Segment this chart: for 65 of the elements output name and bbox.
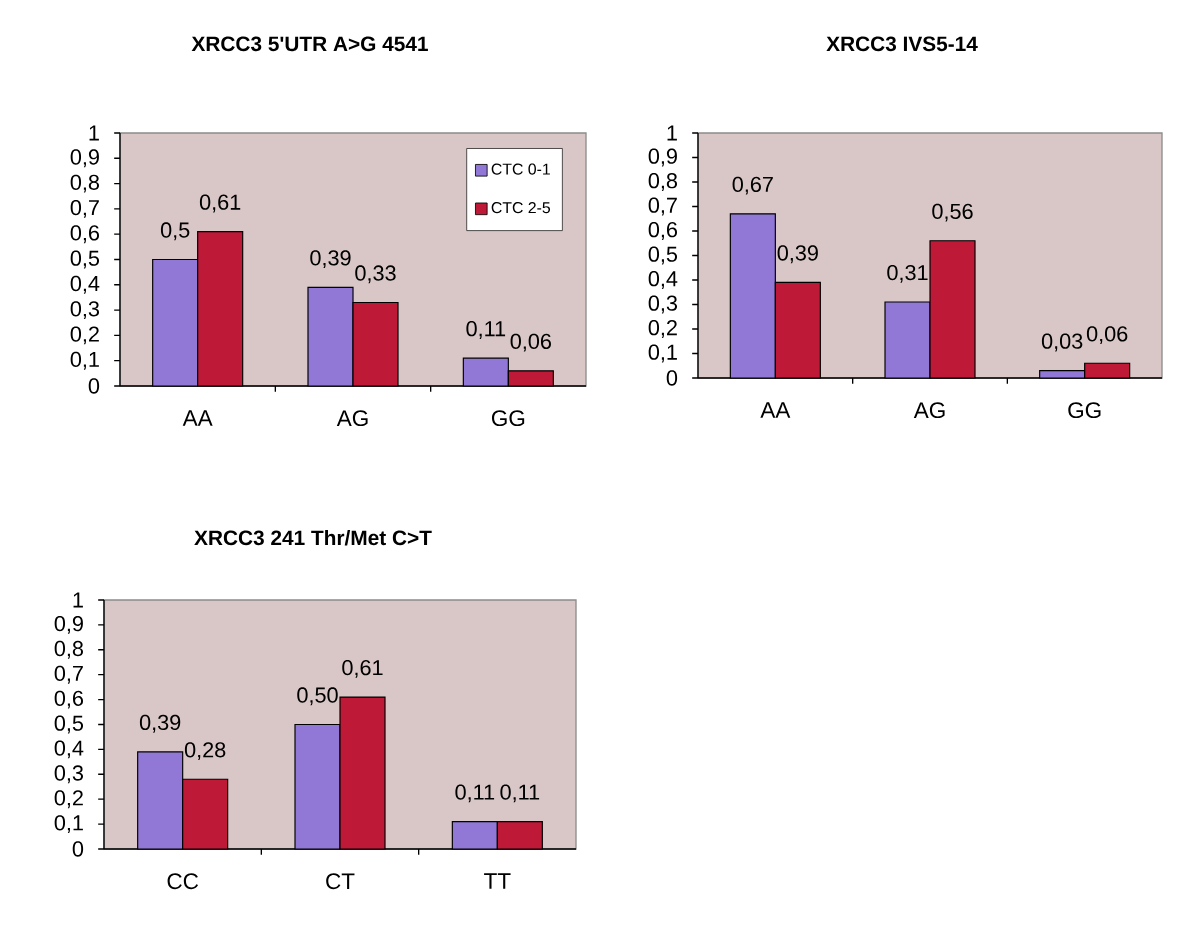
- data-label: 0,11: [466, 321, 506, 339]
- y-tick-label: 0,6: [648, 222, 678, 240]
- data-label: 0,33: [355, 265, 396, 284]
- y-tick-label: 0,5: [648, 246, 678, 265]
- y-tick-label: 0,6: [70, 225, 100, 244]
- x-tick-label: CC: [167, 873, 199, 890]
- x-tick-label: AG: [336, 410, 368, 427]
- y-tick-label: 0,8: [648, 173, 678, 191]
- x-tick-label: AG: [913, 402, 945, 419]
- data-label: 0,03: [1041, 333, 1083, 352]
- y-tick-label: 0,9: [70, 149, 99, 168]
- data-label: 0,39: [777, 245, 818, 264]
- data-label: 0,61: [342, 659, 383, 678]
- data-label: 0,31: [887, 264, 928, 283]
- y-tick-label: 0,1: [70, 351, 99, 370]
- y-tick-label: 0: [88, 378, 100, 394]
- y-tick-label: 0,6: [54, 690, 84, 709]
- y-tick-label: 0,2: [648, 320, 677, 338]
- data-label: 0,61: [199, 194, 241, 213]
- y-tick-label: 0,2: [70, 326, 99, 345]
- data-label: 0,67: [732, 176, 773, 195]
- y-tick-label: 0,9: [648, 148, 677, 167]
- legend-label: CTC 0-1: [491, 163, 550, 175]
- y-tick-label: 0,7: [70, 199, 99, 218]
- data-label: 0,39: [139, 714, 181, 733]
- y-tick-label: 1: [667, 125, 677, 141]
- data-label: 0,06: [1086, 326, 1128, 345]
- data-label: 0,28: [184, 742, 226, 761]
- y-tick-label: 0,7: [54, 665, 83, 684]
- data-label: 0,56: [932, 203, 973, 222]
- y-tick-label: 0,2: [54, 790, 83, 809]
- y-tick-label: 1: [73, 592, 83, 608]
- y-tick-label: 0,8: [70, 174, 100, 193]
- y-tick-label: 0,7: [648, 197, 677, 216]
- chart-title: XRCC3 IVS5-14: [826, 36, 978, 52]
- x-tick-label: TT: [484, 873, 511, 889]
- data-label: 0,39: [310, 250, 351, 269]
- y-tick-label: 0,8: [54, 640, 84, 659]
- y-tick-label: 0,3: [70, 301, 100, 320]
- y-tick-label: 0,4: [54, 740, 84, 759]
- x-tick-label: AA: [182, 410, 213, 426]
- data-label: 0,50: [297, 687, 338, 706]
- y-tick-label: 0: [666, 370, 678, 386]
- y-tick-label: 0,1: [54, 815, 83, 834]
- y-tick-label: 0: [72, 841, 84, 857]
- y-tick-label: 0,3: [648, 295, 678, 314]
- chart-title: XRCC3 5'UTR A>G 4541: [191, 36, 428, 52]
- y-tick-label: 0,4: [70, 275, 100, 294]
- y-tick-label: 0,5: [70, 250, 100, 269]
- y-tick-label: 1: [89, 125, 99, 141]
- data-label: 0,06: [510, 333, 551, 352]
- data-label: 0,11: [455, 784, 495, 803]
- y-tick-label: 0,3: [54, 765, 84, 784]
- x-tick-label: GG: [491, 410, 525, 427]
- y-tick-label: 0,5: [54, 715, 84, 734]
- chart-title: XRCC3 241 Thr/Met C>T: [194, 529, 432, 546]
- y-tick-label: 0,9: [54, 615, 83, 634]
- y-tick-label: 0,1: [648, 344, 677, 363]
- legend-label: CTC 2-5: [491, 202, 551, 214]
- x-tick-label: AA: [760, 402, 791, 418]
- y-tick-label: 0,4: [648, 271, 678, 289]
- data-label: 0,5: [160, 222, 190, 241]
- x-tick-label: CT: [326, 873, 355, 890]
- data-label: 0,11: [500, 784, 540, 803]
- x-tick-label: GG: [1068, 402, 1101, 419]
